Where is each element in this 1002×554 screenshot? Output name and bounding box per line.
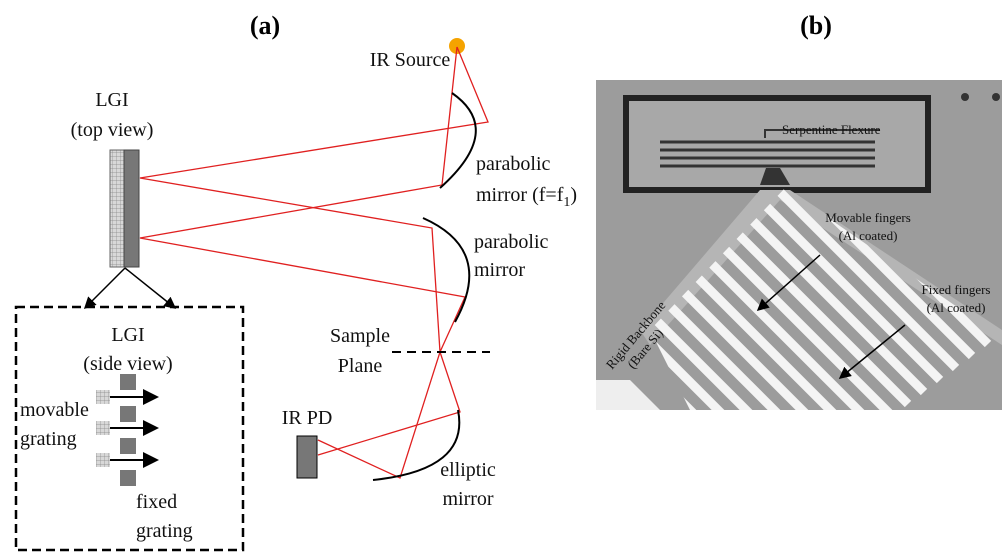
lgi-title: LGI xyxy=(111,324,144,346)
photo-label: Serpentine Flexure xyxy=(782,122,881,137)
mirror-label: mirror xyxy=(474,259,525,281)
lgi-title: LGI xyxy=(95,89,128,111)
grating-label: movable xyxy=(20,399,89,421)
grating-label: grating xyxy=(136,520,193,542)
photo-label: Movable fingers xyxy=(825,210,911,225)
mirror-label-part: mirror (f=f xyxy=(476,184,564,206)
lgi-subtitle: (top view) xyxy=(71,119,154,141)
micrograph xyxy=(472,60,1002,536)
mirror-label: elliptic xyxy=(440,459,496,481)
mirrors xyxy=(373,93,476,480)
photo-label: Fixed fingers xyxy=(922,282,991,297)
detector-label: IR PD xyxy=(282,407,333,429)
lgi-grating-movable xyxy=(110,150,124,267)
detector xyxy=(297,436,317,478)
ir-source-label: IR Source xyxy=(370,49,451,71)
sample-plane-label: Plane xyxy=(338,355,383,377)
mirror-label: parabolic xyxy=(474,231,549,253)
figure: (a) IR Source LGI (top view) parabolic m… xyxy=(0,0,1002,554)
lgi-grating-fixed xyxy=(124,150,139,267)
grating-label: grating xyxy=(20,428,77,450)
mirror-label: parabolic xyxy=(476,153,551,175)
subscript: 1 xyxy=(563,195,570,210)
grating-label: fixed xyxy=(136,491,177,513)
panel-label: (a) xyxy=(250,11,280,40)
arrow xyxy=(85,268,125,308)
lgi-subtitle: (side view) xyxy=(83,353,172,375)
side-gratings xyxy=(96,374,157,486)
page: (a) IR Source LGI (top view) parabolic m… xyxy=(0,0,1002,554)
mirror-label: mirror (f=f1) xyxy=(476,184,577,210)
panel-label: (b) xyxy=(800,11,832,40)
photo-label: (Al coated) xyxy=(927,300,986,315)
mirror-label-part: ) xyxy=(570,184,577,206)
mirror-label: mirror xyxy=(442,488,493,510)
photo-label: (Al coated) xyxy=(839,228,898,243)
sample-plane-label: Sample xyxy=(330,325,390,347)
arrow xyxy=(125,268,175,308)
